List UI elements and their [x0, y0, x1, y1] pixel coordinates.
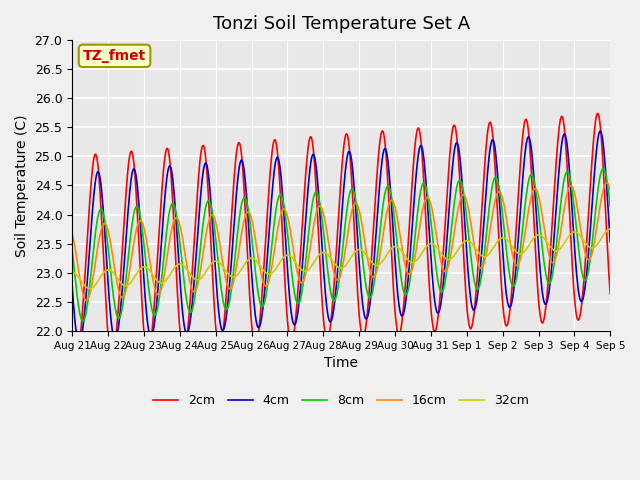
- 2cm: [72, 358, 79, 363]
- Line: 8cm: 8cm: [72, 168, 611, 321]
- 2cm: [278, 220, 285, 226]
- 2cm: [68, 335, 76, 340]
- 4cm: [68, 283, 76, 289]
- 4cm: [132, 173, 140, 179]
- 4cm: [231, 210, 239, 216]
- 4cm: [76, 339, 83, 345]
- 16cm: [68, 230, 76, 236]
- 8cm: [79, 318, 86, 324]
- 4cm: [258, 315, 266, 321]
- 8cm: [397, 276, 405, 281]
- Text: TZ_fmet: TZ_fmet: [83, 49, 146, 63]
- 16cm: [428, 204, 435, 209]
- 8cm: [231, 255, 239, 261]
- 16cm: [603, 180, 611, 186]
- 4cm: [596, 128, 604, 134]
- Line: 4cm: 4cm: [72, 131, 611, 342]
- 16cm: [397, 240, 405, 245]
- 2cm: [258, 297, 266, 303]
- 4cm: [428, 261, 435, 266]
- Title: Tonzi Soil Temperature Set A: Tonzi Soil Temperature Set A: [212, 15, 470, 33]
- 8cm: [68, 247, 76, 252]
- 16cm: [132, 228, 140, 234]
- Line: 16cm: 16cm: [72, 183, 611, 300]
- 32cm: [231, 274, 239, 279]
- 16cm: [278, 208, 285, 214]
- 32cm: [86, 286, 93, 291]
- 16cm: [258, 273, 266, 279]
- 8cm: [428, 222, 435, 228]
- 32cm: [258, 265, 266, 271]
- 8cm: [258, 303, 266, 309]
- 32cm: [278, 256, 285, 262]
- 2cm: [132, 188, 140, 193]
- 16cm: [231, 273, 239, 278]
- Legend: 2cm, 4cm, 8cm, 16cm, 32cm: 2cm, 4cm, 8cm, 16cm, 32cm: [148, 389, 534, 412]
- 2cm: [231, 165, 239, 171]
- 8cm: [607, 204, 614, 209]
- X-axis label: Time: Time: [324, 356, 358, 370]
- 32cm: [132, 272, 140, 277]
- 8cm: [278, 194, 285, 200]
- Line: 32cm: 32cm: [72, 229, 611, 288]
- 4cm: [607, 240, 614, 245]
- 8cm: [132, 204, 140, 210]
- 2cm: [428, 311, 435, 316]
- 8cm: [600, 166, 607, 171]
- 2cm: [607, 291, 614, 297]
- 2cm: [397, 324, 405, 330]
- 4cm: [397, 312, 405, 318]
- 32cm: [68, 270, 76, 276]
- 16cm: [83, 298, 90, 303]
- Y-axis label: Soil Temperature (C): Soil Temperature (C): [15, 114, 29, 257]
- Line: 2cm: 2cm: [72, 113, 611, 360]
- 16cm: [607, 187, 614, 192]
- 32cm: [397, 248, 405, 253]
- 4cm: [278, 184, 285, 190]
- 32cm: [428, 241, 435, 247]
- 32cm: [607, 226, 614, 232]
- 2cm: [594, 110, 602, 116]
